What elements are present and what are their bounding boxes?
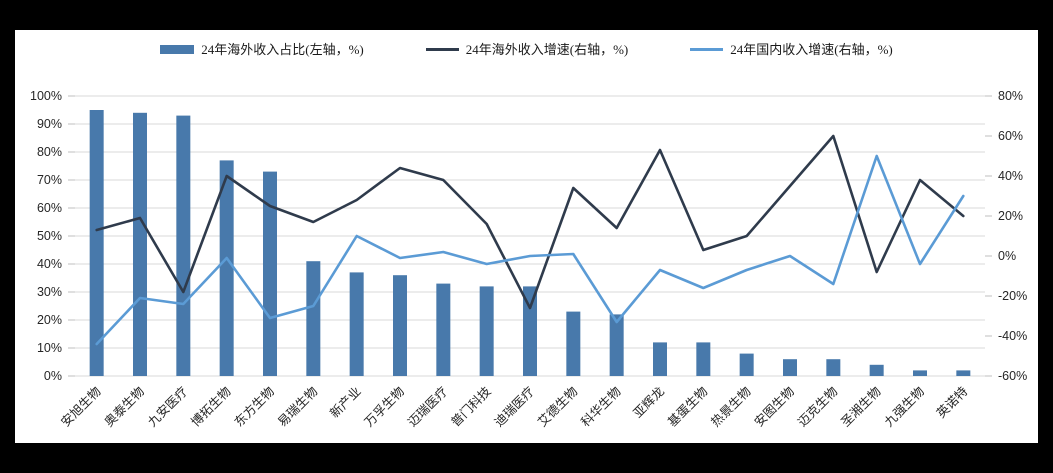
overseas-share-bar (523, 286, 537, 376)
legend-item-domestic-growth: 24年国内收入增速(右轴，%) (690, 43, 893, 56)
x-axis-label: 热景生物 (709, 384, 754, 429)
line-swatch-icon (690, 48, 724, 51)
x-axis-label: 基蛋生物 (665, 384, 710, 429)
x-axis-label: 亚辉龙 (631, 384, 667, 420)
x-axis-label: 迈克生物 (795, 384, 840, 429)
right-axis-label: 40% (998, 169, 1023, 183)
overseas-share-bar (219, 160, 234, 376)
left-axis-label: 50% (37, 229, 62, 243)
overseas-share-bar (609, 314, 624, 376)
overseas-share-bar (739, 353, 754, 376)
overseas-share-bar (349, 272, 364, 376)
left-axis-label: 100% (30, 89, 62, 103)
x-axis-label: 迪瑞医疗 (492, 384, 537, 429)
x-axis-label: 普门科技 (448, 383, 494, 429)
left-axis-label: 90% (37, 117, 62, 131)
left-axis-label: 30% (37, 285, 62, 299)
left-axis-label: 20% (37, 313, 62, 327)
x-axis-label: 安图生物 (751, 384, 797, 430)
x-axis-label: 易瑞生物 (275, 384, 320, 429)
line-swatch-icon (425, 48, 459, 51)
overseas-share-bar (393, 275, 407, 376)
x-axis-label: 圣湘生物 (838, 384, 884, 430)
overseas-share-bar (436, 283, 451, 376)
x-axis-label: 万孚生物 (362, 384, 407, 429)
overseas-share-bar (566, 311, 581, 376)
legend: 24年海外收入占比(左轴，%) 24年海外收入增速(右轴，%) 24年国内收入增… (15, 43, 1038, 56)
x-axis-label: 艾德生物 (534, 384, 580, 430)
overseas-share-bar (869, 364, 884, 376)
x-axis-label: 新产业 (327, 384, 364, 421)
combo-chart-plot: 0% 10% 20% 30% 40% 50% 60% 70% 80% 90% 100% -60% -40… (30, 89, 1027, 430)
right-axis-label: -40% (998, 329, 1027, 343)
x-axis-label: 九强生物 (882, 384, 927, 429)
right-axis-label: 0% (998, 249, 1016, 263)
overseas-share-bar (956, 370, 971, 376)
legend-item-overseas-growth: 24年海外收入增速(右轴，%) (425, 42, 629, 57)
overseas-share-bar (176, 115, 191, 376)
overseas-share-bar (913, 370, 927, 376)
left-axis-label: 80% (37, 145, 62, 159)
right-axis-label: -20% (998, 289, 1027, 303)
legend-label: 24年海外收入占比(左轴，%) (201, 42, 364, 57)
overseas-share-bar (263, 171, 277, 376)
x-axis-label: 九安医疗 (144, 384, 190, 430)
x-axis-label: 迈瑞医疗 (405, 384, 450, 429)
right-axis-label: 60% (998, 129, 1023, 143)
overseas-share-bar (653, 342, 667, 376)
left-axis-label: 60% (37, 201, 62, 215)
overseas-share-bar (826, 359, 841, 376)
legend-item-overseas-share: 24年海外收入占比(左轴，%) (160, 43, 364, 56)
overseas-share-bar (306, 261, 321, 376)
right-axis-label: 20% (998, 209, 1023, 223)
overseas-share-bar (479, 286, 494, 376)
legend-label: 24年国内收入增速(右轴，%) (730, 42, 893, 57)
x-axis-label: 博拓生物 (188, 384, 234, 430)
left-axis-label: 70% (37, 173, 62, 187)
overseas-share-bar (133, 112, 147, 377)
overseas-share-bar (783, 359, 797, 376)
x-axis-label: 东方生物 (231, 384, 277, 430)
domestic-growth-line (95, 154, 965, 346)
x-axis-label: 安旭生物 (58, 384, 104, 430)
right-axis-label: 80% (998, 89, 1023, 103)
x-axis-label: 科华生物 (578, 384, 624, 430)
left-axis-label: 0% (44, 369, 62, 383)
left-axis-label: 40% (37, 257, 62, 271)
overseas-share-bar (89, 110, 104, 376)
x-axis-label: 奥泰生物 (102, 384, 147, 429)
overseas-share-bar (696, 342, 711, 376)
overseas-growth-line (95, 134, 965, 310)
bar-swatch-icon (160, 45, 195, 54)
chart-card: 24年海外收入占比(左轴，%) 24年海外收入增速(右轴，%) 24年国内收入增… (15, 30, 1038, 443)
x-axis-label: 英诺特 (933, 384, 970, 421)
left-axis-label: 10% (37, 341, 62, 355)
legend-label: 24年海外收入增速(右轴，%) (465, 42, 629, 57)
right-axis-label: -60% (998, 369, 1027, 383)
